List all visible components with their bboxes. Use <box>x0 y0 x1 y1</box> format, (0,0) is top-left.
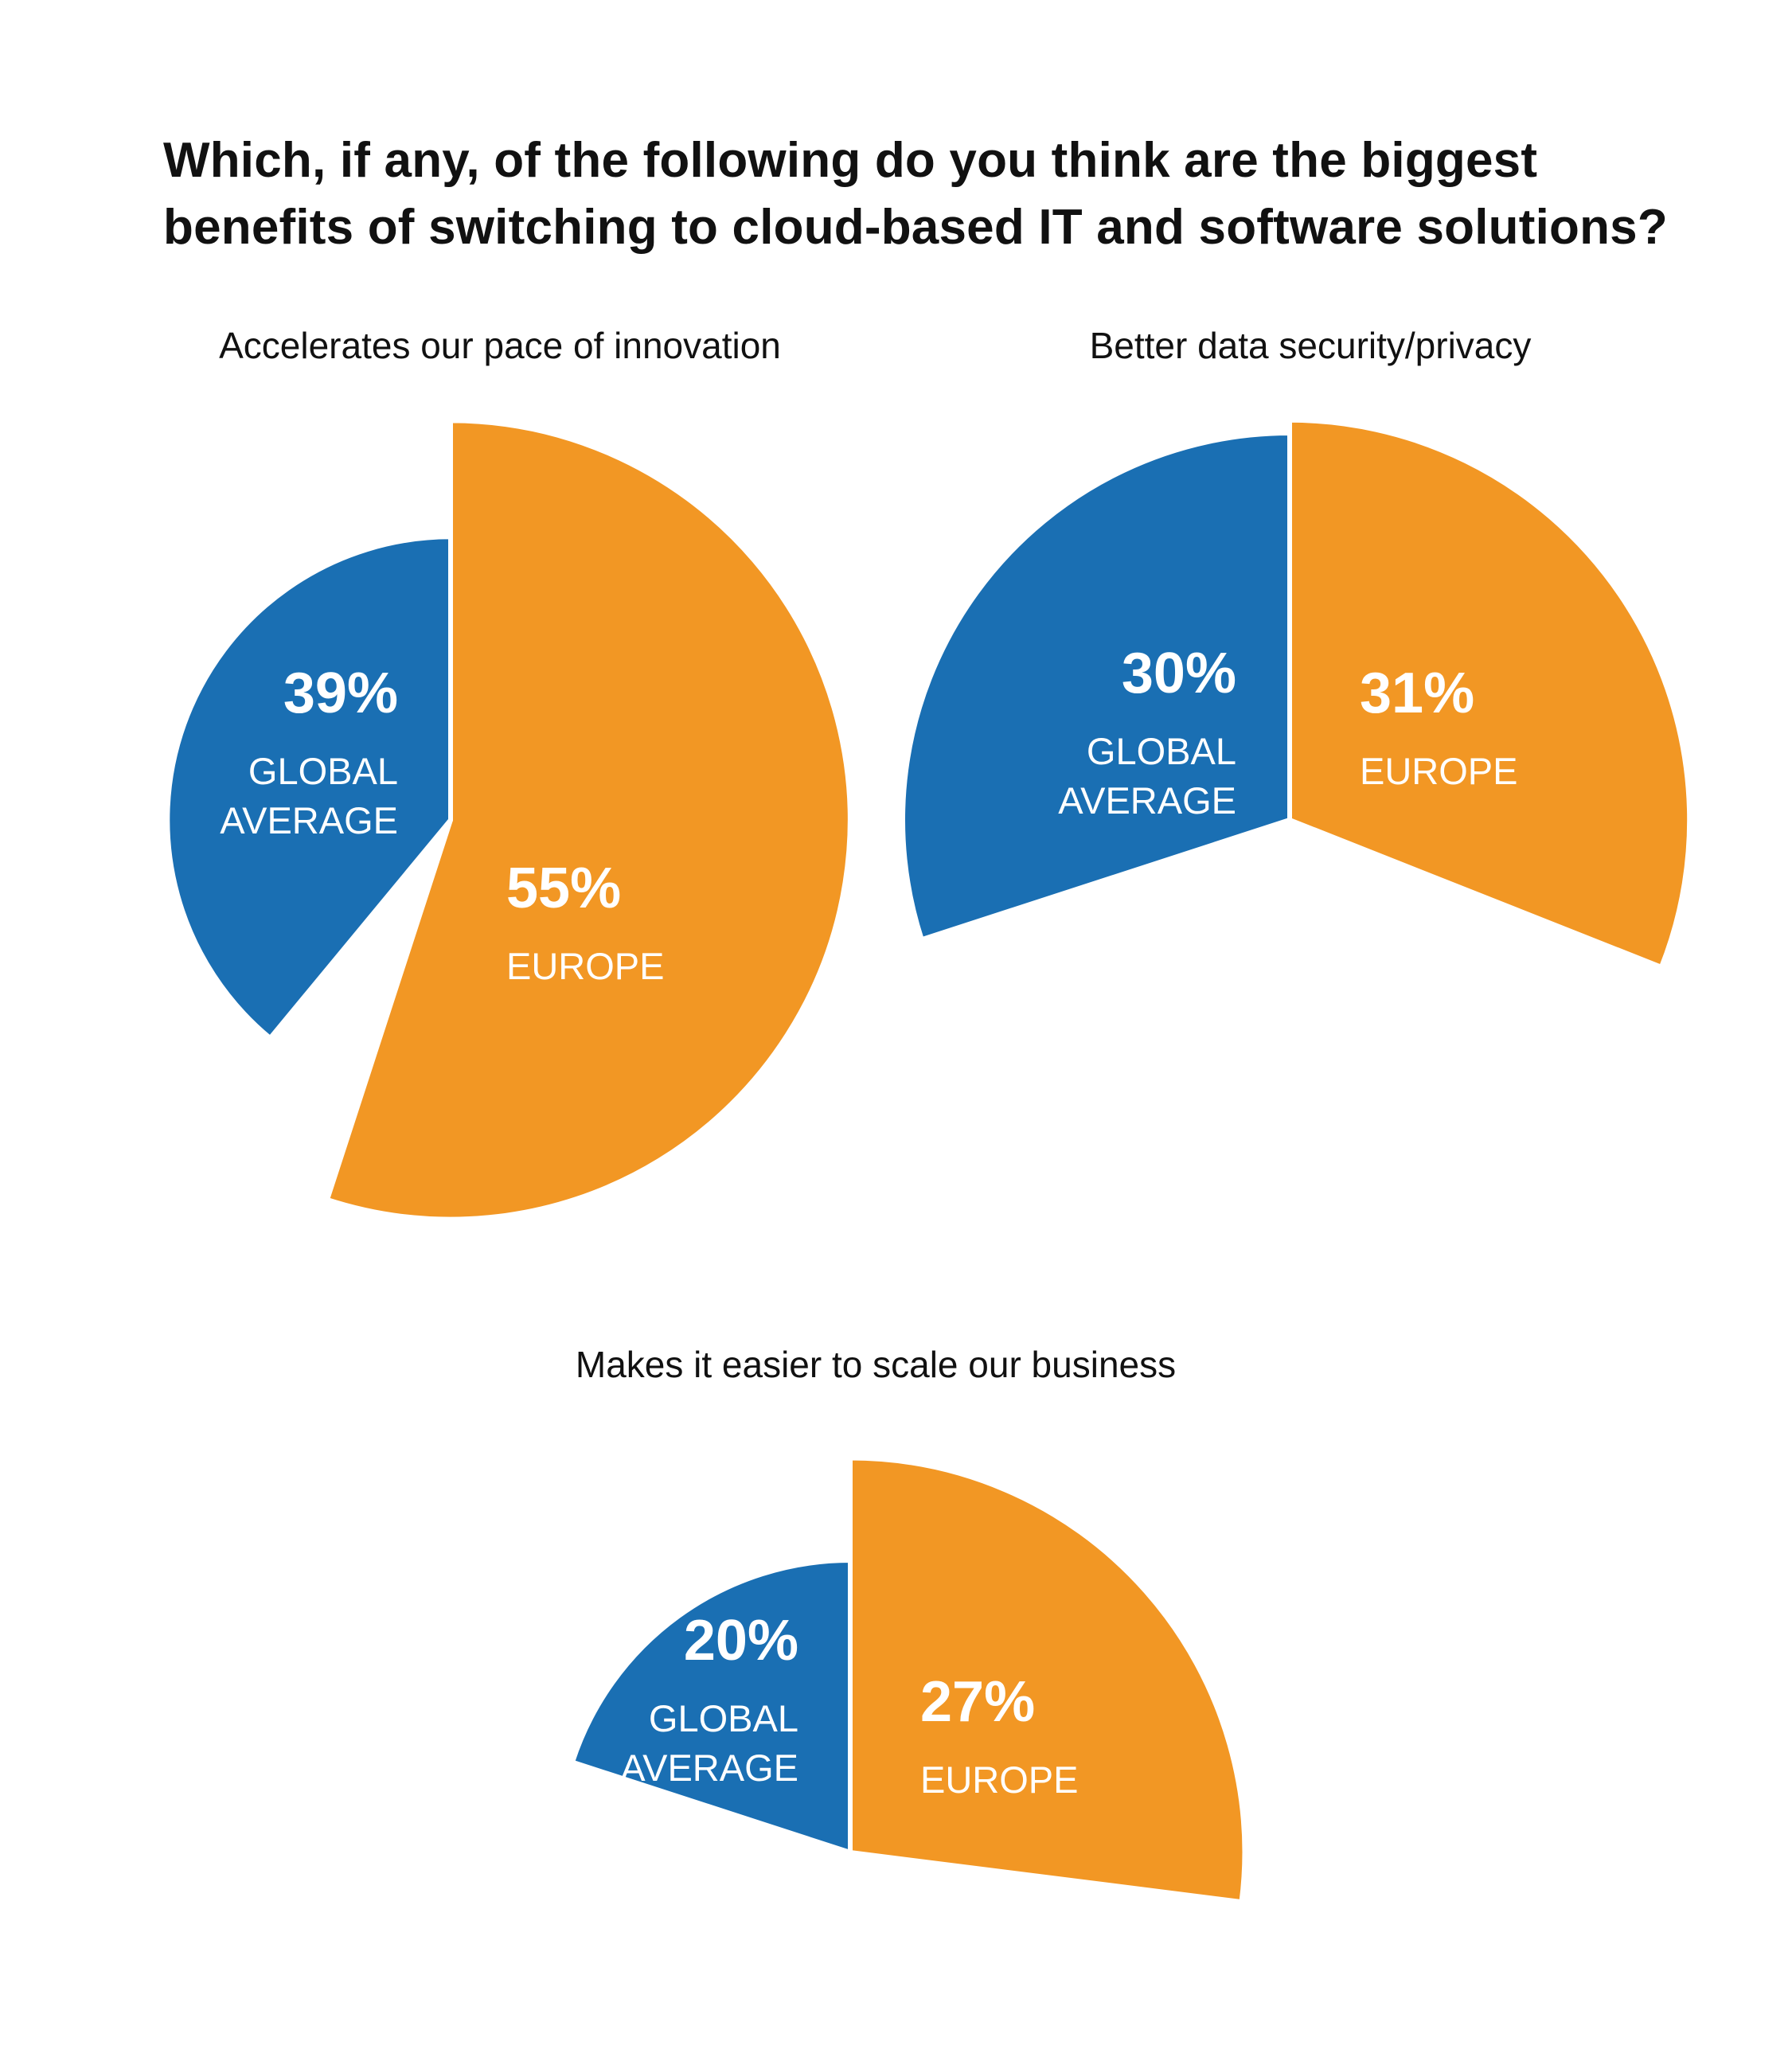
slice-global-average <box>900 430 1292 943</box>
data-label-series-name: GLOBAL <box>1087 730 1236 772</box>
chart-subtitle: Accelerates our pace of innovation <box>219 325 781 366</box>
data-label-value: 30% <box>1122 642 1236 705</box>
title-line-1: Which, if any, of the following do you t… <box>163 133 1538 188</box>
label-global-average: 39% GLOBAL AVERAGE <box>220 662 398 841</box>
data-label-series-name: AVERAGE <box>1058 779 1236 822</box>
pie-chart-3: Makes it easier to scale our business 20%… <box>569 1344 1247 1905</box>
data-label-value: 27% <box>920 1670 1035 1734</box>
slice-europe <box>848 1455 1247 1905</box>
slice-europe <box>1287 417 1692 970</box>
page-title: Which, if any, of the following do you t… <box>163 127 1739 260</box>
label-global-average: 30% GLOBAL AVERAGE <box>1058 642 1236 822</box>
data-label-series-name: EUROPE <box>506 945 665 987</box>
chart-subtitle: Better data security/privacy <box>1090 325 1532 366</box>
slice-global-average <box>569 1557 853 1856</box>
title-line-2: benefits of switching to cloud-based IT … <box>163 199 1668 255</box>
data-label-series-name: EUROPE <box>1360 750 1518 792</box>
data-label-value: 20% <box>684 1609 798 1673</box>
label-europe: 55% EUROPE <box>506 857 665 987</box>
data-label-value: 55% <box>506 857 621 920</box>
data-label-series-name: AVERAGE <box>620 1747 798 1789</box>
label-global-average: 20% GLOBAL AVERAGE <box>620 1609 798 1789</box>
data-label-value: 39% <box>283 662 398 725</box>
data-label-series-name: GLOBAL <box>649 1697 798 1739</box>
pie-chart-1: Accelerates our pace of innovation 39% GLO… <box>165 325 853 1222</box>
label-europe: 31% EUROPE <box>1360 662 1518 792</box>
chart-subtitle: Makes it easier to scale our business <box>576 1344 1176 1385</box>
data-label-series-name: GLOBAL <box>248 750 398 792</box>
label-europe: 27% EUROPE <box>920 1670 1079 1801</box>
data-label-value: 31% <box>1360 662 1474 725</box>
pie-chart-2: Better data security/privacy 30% GLOBAL AVE… <box>900 325 1692 970</box>
data-label-series-name: EUROPE <box>920 1759 1079 1801</box>
slice-global-average <box>165 534 453 1042</box>
slice-europe <box>324 418 853 1222</box>
data-label-series-name: AVERAGE <box>220 799 398 841</box>
